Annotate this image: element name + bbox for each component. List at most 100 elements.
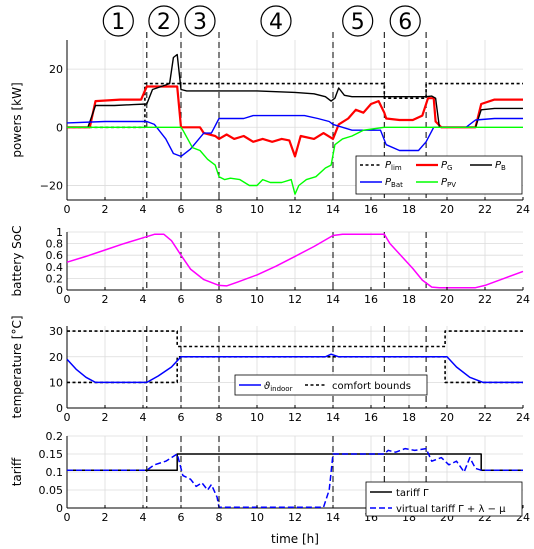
x-tick-label: 22 <box>478 293 492 306</box>
phase-circle <box>184 5 216 37</box>
x-tick-label: 16 <box>364 203 378 216</box>
x-tick-label: 6 <box>178 411 185 424</box>
series-comfort-upper <box>67 330 523 348</box>
x-tick-label: 12 <box>288 511 302 524</box>
y-tick-label: 0 <box>56 284 63 297</box>
phase-circle <box>342 5 374 37</box>
x-tick-label: 14 <box>326 511 340 524</box>
x-tick-label: 12 <box>288 203 302 216</box>
legend-label: virtual tariff Γ + λ − μ <box>396 504 506 515</box>
x-tick-label: 8 <box>216 511 223 524</box>
legend-box <box>234 374 428 396</box>
y-tick-label: 10 <box>49 376 63 389</box>
phase-number-label: 3 <box>193 10 207 35</box>
axes-frames <box>66 40 523 509</box>
legend-label: PB <box>495 160 506 172</box>
x-tick-label: 18 <box>402 203 416 216</box>
x-tick-label: 10 <box>250 511 264 524</box>
legend-label: comfort bounds <box>332 381 411 392</box>
series-lines <box>66 53 524 509</box>
phase-circle <box>389 5 421 37</box>
y-tick-label: −20 <box>40 179 63 192</box>
phase-number-label: 5 <box>351 10 365 35</box>
phase-number-label: 2 <box>157 10 171 35</box>
y-tick-label: 1 <box>56 226 63 239</box>
series-virtual-tariff <box>67 447 523 509</box>
x-tick-label: 24 <box>516 293 530 306</box>
y-tick-label: 0.4 <box>46 261 64 274</box>
x-tick-label: 20 <box>440 203 454 216</box>
x-tick-label: 14 <box>326 203 340 216</box>
x-tick-label: 2 <box>102 511 109 524</box>
x-tick-label: 8 <box>216 203 223 216</box>
x-tick-label: 4 <box>140 511 147 524</box>
y-tick-label: 0.2 <box>46 272 64 285</box>
x-tick-label: 14 <box>326 293 340 306</box>
y-tick-label: 0.15 <box>39 448 64 461</box>
y-axis-label: powers [kW] <box>10 82 24 157</box>
y-tick-label: 20 <box>49 63 63 76</box>
x-tick-label: 10 <box>250 203 264 216</box>
x-axis-label: time [h] <box>271 532 319 546</box>
legend-box <box>365 481 523 517</box>
y-tick-label: 0.05 <box>39 484 64 497</box>
x-tick-label: 0 <box>64 511 71 524</box>
x-tick-label: 6 <box>178 203 185 216</box>
series-soc <box>66 233 524 289</box>
y-tick-label: 20 <box>49 351 63 364</box>
x-tick-label: 18 <box>402 411 416 424</box>
x-tick-label: 14 <box>326 411 340 424</box>
y-tick-label: 0 <box>56 402 63 415</box>
phase-number-label: 6 <box>398 10 412 35</box>
x-tick-label: 2 <box>102 203 109 216</box>
phase-number-label: 1 <box>111 10 125 35</box>
x-tick-label: 20 <box>440 293 454 306</box>
x-tick-label: 0 <box>64 411 71 424</box>
x-tick-label: 10 <box>250 411 264 424</box>
x-tick-label: 4 <box>140 293 147 306</box>
x-tick-label: 8 <box>216 411 223 424</box>
x-tick-label: 0 <box>64 203 71 216</box>
y-tick-label: 0 <box>56 502 63 515</box>
phase-circle <box>102 5 134 37</box>
x-tick-label: 4 <box>140 411 147 424</box>
x-tick-label: 0 <box>64 293 71 306</box>
x-tick-label: 22 <box>478 411 492 424</box>
series-p-pv <box>67 126 523 195</box>
series-p-lim <box>67 82 523 129</box>
y-axis-label: temperature [°C] <box>10 316 24 419</box>
y-tick-label: 0 <box>56 121 63 134</box>
legend-label: tariff Γ <box>396 488 429 499</box>
x-tick-label: 6 <box>178 511 185 524</box>
phase-circle <box>260 5 292 37</box>
x-tick-label: 10 <box>250 293 264 306</box>
x-tick-label: 24 <box>516 411 530 424</box>
x-tick-label: 16 <box>364 411 378 424</box>
series-p-b <box>67 53 523 128</box>
x-tick-label: 24 <box>516 203 530 216</box>
series-theta-indoor <box>66 353 523 384</box>
phase-circle <box>148 5 180 37</box>
x-tick-label: 22 <box>478 203 492 216</box>
phase-number-label: 4 <box>269 10 283 35</box>
x-tick-label: 8 <box>216 293 223 306</box>
y-tick-label: 30 <box>49 325 63 338</box>
x-tick-label: 18 <box>402 293 416 306</box>
x-tick-label: 20 <box>440 411 454 424</box>
y-axis-label: battery SoC <box>10 226 24 297</box>
x-tick-label: 12 <box>288 293 302 306</box>
y-axis-label: tariff <box>10 457 24 486</box>
x-tick-label: 4 <box>140 203 147 216</box>
y-tick-label: 0.2 <box>46 430 64 443</box>
x-tick-label: 16 <box>364 293 378 306</box>
x-tick-label: 2 <box>102 293 109 306</box>
x-tick-label: 6 <box>178 293 185 306</box>
y-tick-label: 0.8 <box>46 238 64 251</box>
series-p-g <box>67 85 523 158</box>
x-tick-label: 12 <box>288 411 302 424</box>
y-tick-label: 0.1 <box>46 466 64 479</box>
